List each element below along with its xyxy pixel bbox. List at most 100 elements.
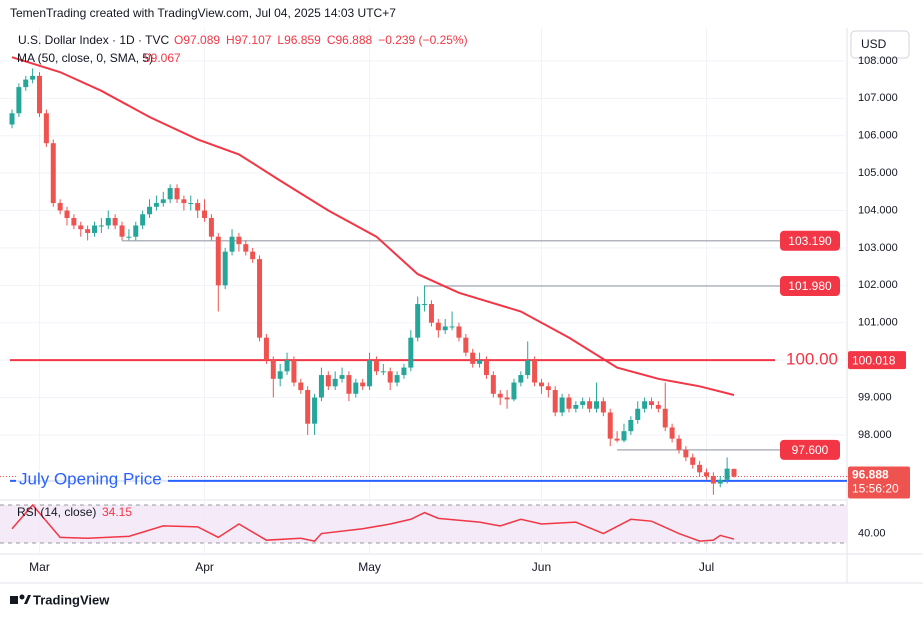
candle-body: [236, 236, 242, 245]
y-tick-label: 105.000: [858, 167, 898, 179]
candle-body: [92, 225, 98, 233]
ohlc-value: −0.239 (−0.25%): [378, 33, 467, 47]
candle-body: [215, 236, 221, 286]
candle-body: [174, 188, 180, 200]
candle-body: [71, 217, 77, 226]
candle-body: [483, 360, 489, 376]
candle-body: [545, 386, 551, 391]
candle-body: [683, 449, 689, 458]
candle-body: [250, 251, 256, 260]
symbol: U.S. Dollar Index · 1D · TVC: [18, 33, 169, 47]
level-label: 97.600: [792, 443, 829, 457]
candle-body: [614, 438, 620, 441]
candle-body: [57, 203, 63, 211]
candle-body: [408, 337, 414, 368]
candle-body: [160, 199, 166, 204]
candle-body: [566, 397, 572, 409]
candle-body: [270, 360, 276, 379]
candle-body: [380, 371, 386, 373]
currency-label: USD: [861, 37, 887, 51]
candle-body: [504, 397, 510, 400]
candle-body: [621, 431, 627, 441]
y-tick-label: 106.000: [858, 130, 898, 142]
candle-body: [401, 367, 407, 376]
ohlc-value: O97.089: [174, 33, 220, 47]
candle-body: [284, 360, 290, 372]
x-tick-label: Jun: [532, 560, 551, 574]
candle-body: [9, 113, 15, 125]
currency-button[interactable]: [850, 30, 910, 59]
candle-body: [470, 352, 476, 364]
last-price-label: 96.888: [852, 468, 889, 482]
y-tick-label: 99.000: [858, 391, 892, 403]
candle-body: [717, 479, 723, 484]
opening-label: July Opening Price: [19, 469, 162, 488]
candle-body: [580, 401, 586, 405]
y-tick-label: 107.000: [858, 92, 898, 104]
candle-body: [593, 401, 599, 409]
level-box: [780, 276, 840, 297]
candle-body: [78, 225, 84, 230]
candle-body: [318, 375, 324, 398]
candle-body: [662, 408, 668, 428]
red-line-label: 100.00: [786, 350, 838, 369]
candle-body: [277, 371, 283, 379]
candle-body: [676, 438, 682, 450]
candle-body: [312, 397, 318, 424]
candle-body: [703, 472, 709, 477]
candle-body: [573, 404, 579, 409]
candle-body: [140, 214, 146, 226]
opening-label-bg: [16, 470, 168, 489]
candle-body: [655, 404, 661, 409]
candle-body: [257, 259, 263, 338]
ohlc-value: C96.888: [327, 33, 373, 47]
rsi-tick-label: 40.00: [858, 527, 886, 539]
candle-body: [456, 326, 462, 338]
candle-body: [600, 401, 606, 413]
candle-body: [263, 337, 269, 361]
y-tick-label: 103.000: [858, 242, 898, 254]
candle-body: [30, 75, 36, 80]
candle-body: [50, 143, 56, 204]
candle-body: [387, 371, 393, 383]
rsi-band: [0, 505, 847, 544]
candle-body: [635, 408, 641, 420]
logo: [10, 594, 31, 604]
candle-body: [648, 401, 654, 405]
candle-body: [538, 382, 544, 387]
candle-body: [449, 326, 455, 328]
y-tick-label: 104.000: [858, 204, 898, 216]
candle-body: [43, 113, 49, 144]
ma-value: 99.067: [144, 51, 181, 65]
level-label: 103.190: [788, 234, 832, 248]
y-tick-label: 98.000: [858, 429, 892, 441]
ma-name: MA (50, close, 0, SMA, 5): [17, 51, 153, 65]
y-tick-label: 101.000: [858, 317, 898, 329]
candle-body: [724, 468, 730, 480]
ma-line: [11, 56, 735, 396]
candle-body: [731, 468, 737, 477]
candle-body: [325, 375, 331, 387]
candle-body: [518, 375, 524, 383]
candle-body: [332, 378, 338, 387]
x-tick-label: Mar: [29, 560, 50, 574]
candle-body: [532, 360, 538, 383]
countdown: 15:56:20: [852, 482, 899, 496]
candle-body: [208, 217, 214, 237]
candle-body: [373, 360, 379, 372]
candle-body: [587, 401, 593, 409]
x-tick-label: May: [358, 560, 381, 574]
candle-body: [628, 419, 634, 432]
candle-body: [153, 203, 159, 207]
candle-body: [697, 464, 703, 473]
level-box: [780, 230, 840, 251]
axis-label-box: [848, 351, 906, 370]
header: TemenTrading created with TradingView.co…: [10, 6, 396, 20]
candle-body: [119, 225, 125, 237]
candle-body: [16, 87, 22, 114]
candle-body: [305, 390, 311, 424]
candle-body: [525, 360, 531, 376]
candle-body: [642, 401, 648, 409]
candle-body: [690, 457, 696, 465]
